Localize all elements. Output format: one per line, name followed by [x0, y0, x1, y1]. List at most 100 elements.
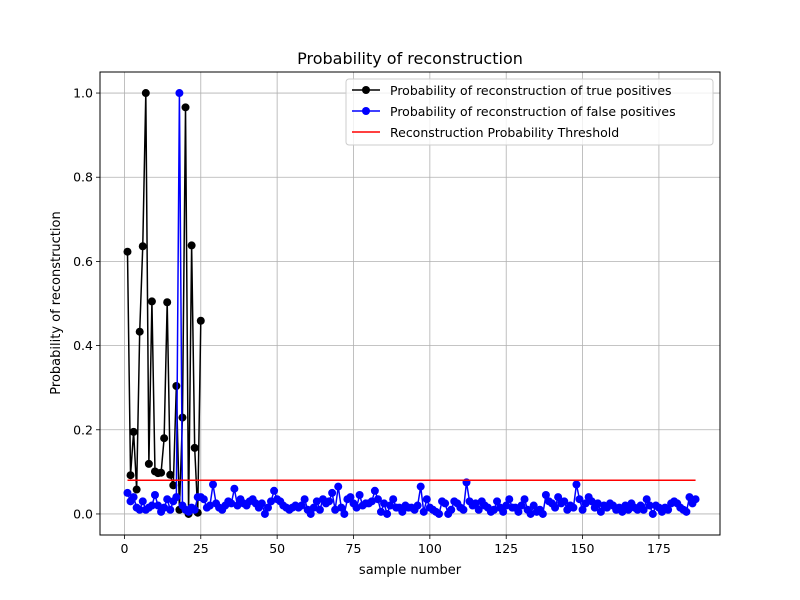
data-point-false-positives [325, 497, 334, 506]
data-point-false-positives [581, 499, 590, 508]
data-point-false-positives [270, 486, 279, 495]
data-point-false-positives [166, 505, 175, 514]
data-point-false-positives [682, 507, 691, 516]
data-point-false-positives [297, 501, 306, 510]
x-tick-label: 175 [647, 541, 671, 556]
data-point-false-positives [373, 495, 382, 504]
data-point-false-positives [422, 495, 431, 504]
data-point-true-positives [144, 459, 153, 468]
data-point-false-positives [459, 505, 468, 514]
data-point-true-positives [181, 103, 190, 112]
data-point-false-positives [227, 499, 236, 508]
x-tick-label: 50 [269, 541, 285, 556]
data-point-false-positives [209, 480, 218, 489]
data-point-false-positives [312, 497, 321, 506]
data-point-true-positives [147, 297, 156, 306]
y-tick-label: 0.2 [73, 422, 93, 437]
data-point-false-positives [578, 505, 587, 514]
data-point-false-positives [334, 482, 343, 491]
data-point-false-positives [352, 503, 361, 512]
data-point-false-positives [538, 509, 547, 518]
legend: Probability of reconstruction of true po… [345, 78, 714, 146]
data-point-false-positives [489, 505, 498, 514]
data-point-false-positives [340, 509, 349, 518]
data-point-false-positives [691, 495, 700, 504]
chart-title: Probability of reconstruction [297, 49, 523, 68]
data-point-false-positives [596, 507, 605, 516]
x-tick-label: 150 [571, 541, 595, 556]
data-point-true-positives [169, 481, 178, 490]
data-point-false-positives [309, 503, 318, 512]
data-point-false-positives [474, 505, 483, 514]
data-point-false-positives [190, 505, 199, 514]
data-point-false-positives [471, 499, 480, 508]
data-point-false-positives [306, 509, 315, 518]
data-point-false-positives [517, 501, 526, 510]
y-tick-label: 1.0 [73, 86, 93, 101]
data-point-false-positives [386, 501, 395, 510]
data-point-true-positives [190, 443, 199, 452]
data-point-false-positives [257, 499, 266, 508]
data-point-true-positives [138, 242, 147, 251]
data-point-false-positives [163, 495, 172, 504]
data-point-false-positives [138, 497, 147, 506]
data-point-false-positives [526, 509, 535, 518]
x-tick-label: 0 [120, 541, 128, 556]
y-axis-ticks: 0.0 0.2 0.4 0.6 0.8 1.0 [73, 86, 100, 521]
data-point-false-positives [618, 507, 627, 516]
data-point-false-positives [593, 499, 602, 508]
data-point-true-positives [129, 427, 138, 436]
y-tick-label: 0.0 [73, 506, 93, 521]
data-point-true-positives [126, 471, 135, 480]
data-point-true-positives [132, 485, 141, 494]
data-point-false-positives [370, 486, 379, 495]
data-point-false-positives [587, 497, 596, 506]
data-point-true-positives [163, 298, 172, 307]
data-point-false-positives [129, 493, 138, 502]
data-point-false-positives [572, 480, 581, 489]
plot-frame [99, 71, 721, 536]
data-point-false-positives [380, 499, 389, 508]
data-point-false-positives [267, 497, 276, 506]
data-point-false-positives [331, 505, 340, 514]
data-point-false-positives [263, 503, 272, 512]
data-point-false-positives [160, 503, 169, 512]
data-point-false-positives [413, 501, 422, 510]
data-point-false-positives [551, 503, 560, 512]
data-point-false-positives [514, 507, 523, 516]
data-point-false-positives [554, 493, 563, 502]
data-point-false-positives [355, 491, 364, 500]
legend-label-false-positives: Probability of reconstruction of false p… [390, 104, 676, 119]
data-point-false-positives [367, 497, 376, 506]
data-point-false-positives [569, 503, 578, 512]
data-point-false-positives [685, 493, 694, 502]
data-point-false-positives [435, 509, 444, 518]
data-point-false-positives [147, 501, 156, 510]
data-point-false-positives [172, 493, 181, 502]
data-point-false-positives [175, 89, 184, 98]
legend-marker-false-positives [362, 107, 370, 115]
data-point-true-positives [172, 381, 181, 390]
data-point-false-positives [230, 484, 239, 493]
data-point-false-positives [123, 488, 132, 497]
data-point-false-positives [419, 507, 428, 516]
data-point-false-positives [505, 495, 514, 504]
data-point-true-positives [135, 327, 144, 336]
data-point-false-positives [502, 501, 511, 510]
data-point-false-positives [376, 507, 385, 516]
data-point-true-positives [160, 434, 169, 443]
data-point-true-positives [123, 247, 132, 256]
series-layer [123, 89, 700, 518]
data-point-false-positives [150, 491, 159, 500]
data-point-true-positives [196, 316, 205, 325]
data-point-false-positives [135, 505, 144, 514]
data-point-false-positives [441, 499, 450, 508]
y-tick-label: 0.4 [73, 338, 93, 353]
x-tick-label: 100 [418, 541, 442, 556]
y-tick-label: 0.8 [73, 170, 93, 185]
data-point-false-positives [154, 501, 163, 510]
data-point-false-positives [233, 501, 242, 510]
data-point-false-positives [346, 493, 355, 502]
legend-box [345, 78, 714, 146]
